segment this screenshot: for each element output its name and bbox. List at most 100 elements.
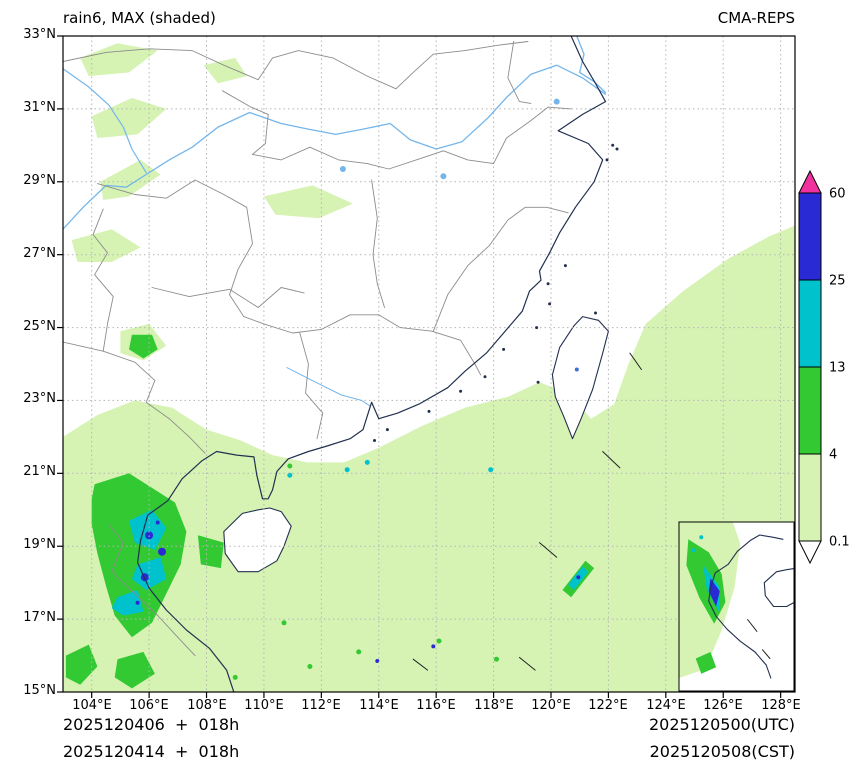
plot-frame	[62, 35, 796, 693]
rain-light-patch	[263, 185, 353, 219]
rain-green-blob	[114, 651, 155, 689]
coastal-island	[594, 311, 597, 315]
rain-blue-core	[158, 547, 166, 556]
x-tick-label: 116°E	[416, 698, 456, 713]
colorbar-label: 4	[829, 448, 837, 463]
rain-cyan-blob	[111, 590, 144, 616]
coastal-island	[459, 389, 463, 393]
y-tick-label: 17°N	[23, 610, 56, 625]
coastal-island	[605, 158, 609, 162]
y-tick-label: 33°N	[23, 27, 56, 42]
map-dash	[629, 352, 642, 370]
inset-hainan	[763, 568, 794, 608]
map-dash	[539, 542, 558, 558]
colorbar-label: 0.1	[829, 535, 850, 550]
rain-green-blob	[65, 644, 98, 685]
inset-dash	[747, 619, 758, 632]
taiwan-lake	[574, 367, 579, 372]
rain-light-sea	[63, 225, 795, 692]
y-tick-label: 19°N	[23, 537, 56, 552]
rain-cyan-speck	[364, 459, 370, 465]
rain-cyan-speck	[287, 472, 293, 478]
rain-light-patch	[100, 159, 161, 200]
x-tick-label: 126°E	[703, 698, 743, 713]
colorbar-over-arrow	[798, 169, 822, 194]
river	[63, 68, 147, 174]
y-tick-label: 27°N	[23, 246, 56, 261]
province-border	[263, 314, 482, 376]
rain-green-speck	[232, 674, 238, 680]
rain-green-speck	[287, 463, 293, 469]
x-tick-label: 114°E	[359, 698, 399, 713]
lake	[339, 166, 346, 172]
province-border	[151, 287, 305, 308]
map-layers	[63, 36, 795, 692]
y-tick-label: 23°N	[23, 391, 56, 406]
map-dash	[518, 656, 536, 671]
rain-green-speck	[494, 656, 499, 662]
colorbar-segment	[798, 192, 822, 281]
province-border	[96, 179, 265, 325]
plot-title: rain6, MAX (shaded)	[63, 9, 216, 27]
rain-light-patch	[91, 98, 167, 138]
x-tick-label: 122°E	[588, 698, 628, 713]
inset-map	[678, 521, 795, 692]
inset-coastline	[708, 534, 784, 679]
coastal-island	[548, 302, 552, 306]
inset-cyan-speck	[699, 535, 704, 540]
province-border	[507, 41, 532, 104]
rain-green-speck	[307, 664, 313, 669]
init-time-utc: 2025120406 + 018h	[63, 715, 240, 734]
coastal-island	[535, 326, 539, 330]
x-tick-label: 124°E	[646, 698, 686, 713]
rain-green-speck	[436, 638, 442, 644]
inset-cyan-speck	[691, 548, 696, 553]
province-border	[221, 90, 269, 155]
inset-green	[695, 652, 717, 674]
taiwan-island	[551, 316, 609, 440]
rain-cyan-blob	[129, 509, 167, 550]
hainan-island	[223, 507, 292, 573]
y-tick-label: 25°N	[23, 319, 56, 334]
model-name: CMA-REPS	[717, 9, 795, 27]
rain-green-speck	[356, 649, 362, 655]
province-border	[299, 332, 324, 440]
province-border	[252, 146, 495, 170]
rain-cyan-blob	[131, 557, 167, 590]
x-tick-label: 106°E	[129, 698, 169, 713]
rain-green-blob	[197, 535, 224, 569]
rain-green-speck	[281, 620, 287, 626]
colorbar-label: 13	[829, 361, 846, 376]
x-tick-label: 120°E	[531, 698, 571, 713]
x-tick-label: 118°E	[474, 698, 514, 713]
rain-blue-speck	[135, 600, 140, 605]
colorbar-label: 25	[829, 274, 846, 289]
valid-time-cst: 2025120508(CST)	[649, 742, 795, 761]
coastline	[137, 36, 607, 692]
coastal-island	[373, 439, 376, 442]
coastal-island	[385, 428, 389, 432]
coastal-island	[483, 375, 487, 379]
coastal-island	[563, 264, 567, 268]
coastal-island	[546, 282, 550, 286]
colorbar-label: 60	[829, 187, 846, 202]
lake	[440, 173, 447, 180]
province-border	[493, 106, 572, 165]
colorbar-segment	[798, 366, 822, 455]
y-tick-label: 31°N	[23, 100, 56, 115]
rain-blue-core	[145, 531, 154, 540]
rain-cyan-speck	[344, 467, 350, 473]
colorbar-segment	[798, 279, 822, 368]
valid-time-utc: 2025120500(UTC)	[649, 715, 795, 734]
rain-blue-speck	[431, 644, 436, 649]
x-tick-label: 104°E	[72, 698, 112, 713]
init-time-cst: 2025120414 + 018h	[63, 742, 240, 761]
coastal-island	[615, 147, 619, 151]
yangtze-river	[63, 64, 607, 230]
inset-dash	[762, 649, 771, 659]
x-tick-label: 108°E	[187, 698, 227, 713]
rain-light-patch	[71, 229, 141, 262]
rain-cyan-speck	[488, 467, 494, 473]
y-tick-label: 15°N	[23, 683, 56, 698]
